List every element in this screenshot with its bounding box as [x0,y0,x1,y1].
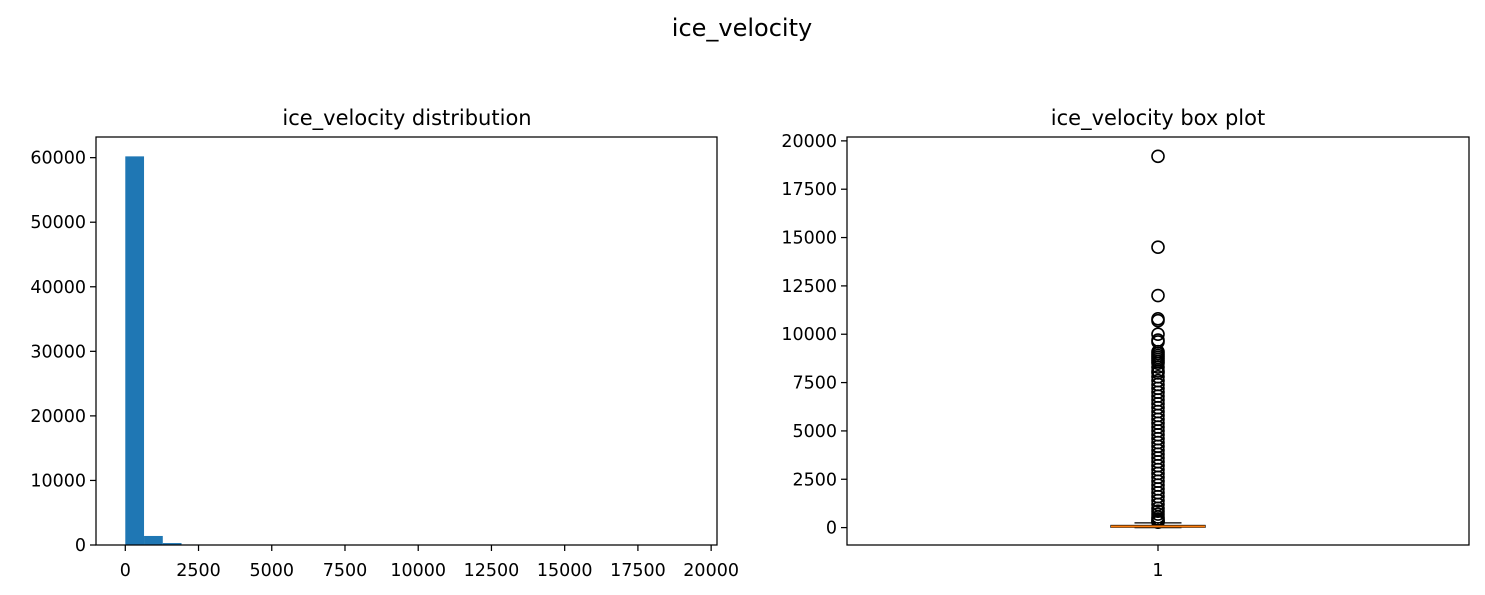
x-tick-label: 17500 [610,561,666,581]
x-tick-label: 2500 [176,561,221,581]
y-tick-label: 15000 [781,229,837,249]
boxplot-outlier [1151,360,1165,374]
boxplot-outlier [1151,327,1165,342]
histogram-x-axis: 0 2500 5000 7500 10000 12500 15000 17500 20000 [120,545,739,581]
boxplot-outlier [1151,493,1165,508]
x-tick-label: 15000 [537,561,593,581]
histogram-bar [125,156,145,545]
histogram-y-axis: 0 10000 20000 30000 40000 50000 60000 [30,149,96,556]
boxplot-outlier [1151,149,1165,164]
x-tick-label: 1 [1152,561,1163,581]
y-tick-label: 60000 [30,149,86,169]
histogram-title: ice_velocity distribution [282,106,531,131]
y-tick-label: 40000 [30,278,86,298]
histogram-bar [162,543,182,545]
y-tick-label: 20000 [781,132,837,152]
histogram-frame [95,136,718,546]
x-tick-label: 0 [120,561,131,581]
histogram-bar [144,535,163,545]
x-tick-label: 10000 [390,561,446,581]
boxplot-title: ice_velocity box plot [1051,106,1265,131]
y-tick-label: 10000 [30,471,86,491]
histogram-bars [125,156,688,545]
boxplot-outlier [1151,240,1165,255]
boxplot-y-axis: 0 2500 5000 7500 10000 12500 15000 17500 20000 [781,132,847,539]
boxplot-outlier [1151,313,1165,328]
y-tick-label: 20000 [30,407,86,427]
y-tick-label: 10000 [781,325,837,345]
x-tick-label: 7500 [323,561,368,581]
y-tick-label: 7500 [792,374,837,394]
boxplot-panel: ice_velocity box plot 1 0 2500 5000 7500 100… [781,106,1470,581]
boxplot-x-axis: 1 [1152,545,1164,581]
boxplot-outlier [1151,356,1165,371]
boxplot-frame [846,136,1470,546]
figure-title: ice_velocity [672,14,812,42]
x-tick-label: 12500 [464,561,520,581]
histogram-panel: ice_velocity distribution 0 2500 5000 7500 1… [30,106,739,581]
boxplot-outlier [1151,288,1165,303]
y-tick-label: 2500 [792,470,837,490]
y-tick-label: 50000 [30,213,86,233]
boxplot-body [1110,522,1206,529]
y-tick-label: 0 [826,519,837,539]
y-tick-label: 30000 [30,342,86,362]
y-tick-label: 12500 [781,277,837,297]
x-tick-label: 5000 [249,561,294,581]
y-tick-label: 5000 [792,422,837,442]
y-tick-label: 0 [75,536,86,556]
y-tick-label: 17500 [781,180,837,200]
boxplot-outliers [1151,149,1165,529]
x-tick-label: 20000 [683,561,739,581]
